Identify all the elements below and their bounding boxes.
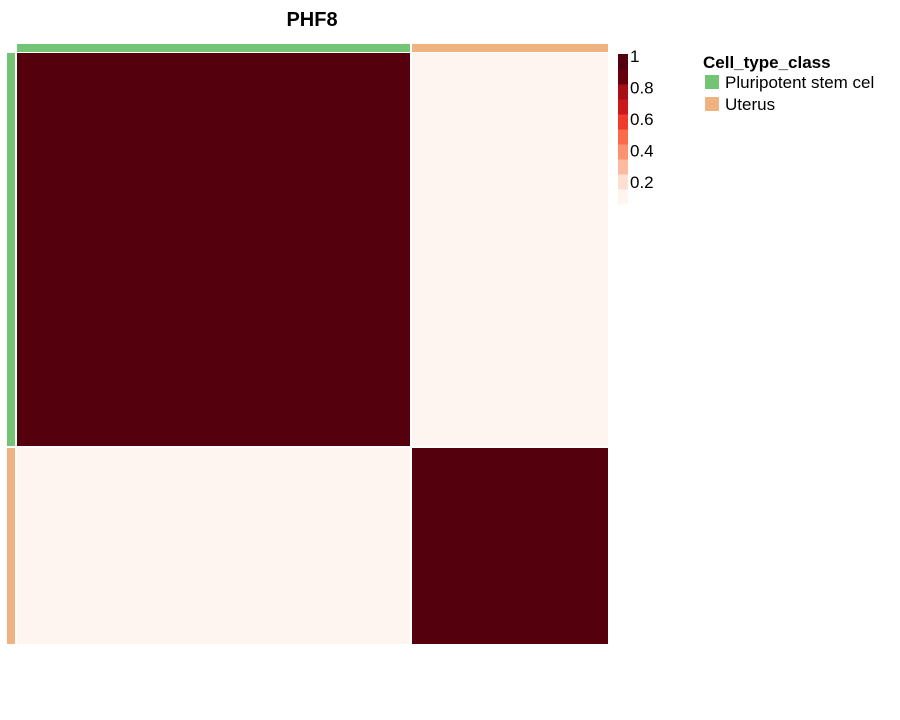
colorbar-tick-label: 0.4 xyxy=(630,142,654,161)
colorbar-segment xyxy=(618,114,628,130)
legend-swatch xyxy=(705,75,719,89)
colorbar-segment xyxy=(618,129,628,145)
colorbar-segment xyxy=(618,174,628,190)
colorbar-tick-label: 0.6 xyxy=(630,110,654,129)
heatmap-cell-block xyxy=(412,53,608,446)
row-annotation-bar xyxy=(7,53,15,644)
colorbar-segment xyxy=(618,54,628,70)
colorbar-segment xyxy=(618,69,628,85)
row-annotation-segment xyxy=(7,448,15,644)
colorbar: 1 0.8 0.6 0.4 0.2 xyxy=(618,47,654,205)
column-annotation-segment xyxy=(17,44,410,52)
colorbar-tick-label: 0.8 xyxy=(630,79,654,98)
legend: Cell_type_class Pluripotent stem cel Uter… xyxy=(703,53,874,114)
legend-label: Uterus xyxy=(725,95,775,114)
legend-title: Cell_type_class xyxy=(703,53,831,72)
heatmap-cells xyxy=(17,53,608,644)
chart-title: PHF8 xyxy=(286,9,337,31)
legend-swatch xyxy=(705,97,719,111)
colorbar-segment xyxy=(618,99,628,115)
colorbar-segment xyxy=(618,144,628,160)
heatmap-cell-block xyxy=(17,448,410,644)
legend-items: Pluripotent stem cel Uterus xyxy=(705,73,874,114)
colorbar-segment xyxy=(618,159,628,175)
column-annotation-bar xyxy=(17,44,608,52)
heatmap-cell-block xyxy=(412,448,608,644)
colorbar-segment xyxy=(618,84,628,100)
row-annotation-segment xyxy=(7,53,15,446)
heatmap-cell-block xyxy=(17,53,410,446)
colorbar-tick-label: 0.2 xyxy=(630,173,654,192)
colorbar-segment xyxy=(618,189,628,205)
column-annotation-segment xyxy=(412,44,608,52)
colorbar-tick-label: 1 xyxy=(630,47,639,66)
legend-label: Pluripotent stem cel xyxy=(725,73,874,92)
